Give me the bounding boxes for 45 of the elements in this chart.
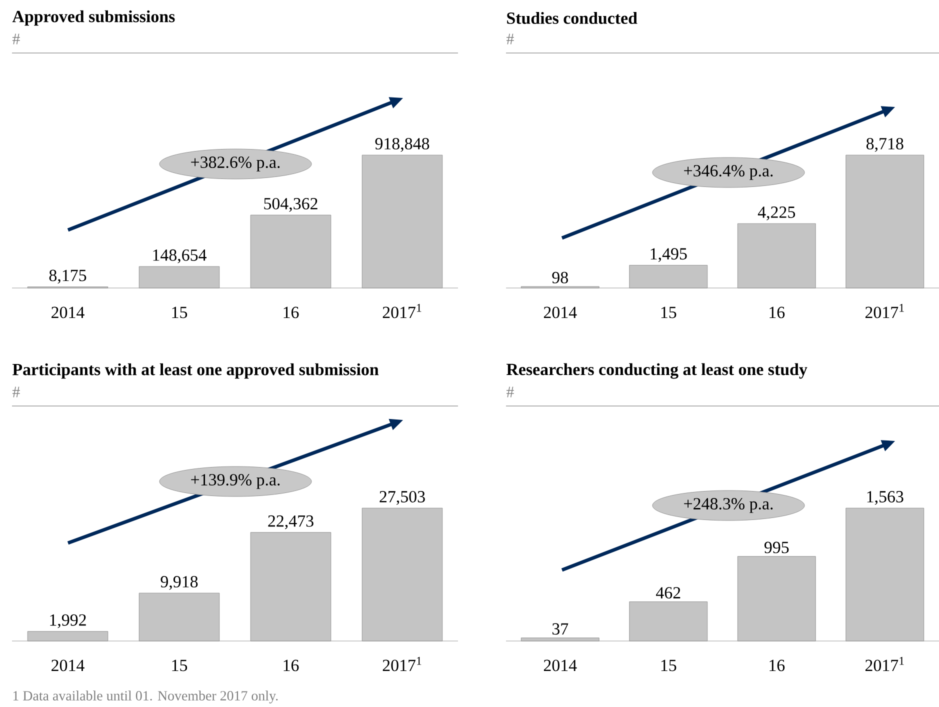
chart-title: Approved submissions <box>12 10 175 26</box>
x-tick-label: 16 <box>284 306 299 318</box>
data-label: 8,718 <box>866 138 904 152</box>
annotation: +382.6% p.a. <box>191 156 280 172</box>
annotation: +346.4% p.a. <box>684 165 773 180</box>
x-tick-label: 16 <box>770 306 785 318</box>
x-tick-label: 2014 <box>52 306 84 318</box>
text: 1 Data available until 01. November 2017 only. <box>13 690 278 704</box>
x-tick-label: 2017$^{1}$ <box>865 304 904 318</box>
data-label: 8,175 <box>49 270 86 284</box>
data-label: 462 <box>656 587 680 599</box>
text: +139.9% p.a. <box>191 474 280 489</box>
data-label: 1,563 <box>867 491 904 505</box>
x-tick-label: 15 <box>661 660 676 672</box>
chart-subtitle: # <box>12 386 20 398</box>
x-tick-label: 2014 <box>52 660 84 672</box>
x-tick-label: 16 <box>284 660 299 672</box>
data-label: 9,918 <box>160 576 198 590</box>
chart-subtitle: # <box>506 34 514 44</box>
annotation: +248.3% p.a. <box>684 498 773 513</box>
chart-subtitle: # <box>12 34 20 44</box>
data-label: 27,503 <box>380 491 425 505</box>
x-tick-label: 2017$^{1}$ <box>865 656 904 672</box>
x-tick-label: 2017$^{1}$ <box>382 304 422 318</box>
data-label: 504,362 <box>264 198 318 212</box>
data-label: 995 <box>764 542 789 554</box>
data-label: 1,992 <box>50 614 86 628</box>
chart-title: Participants with at least one approved submission <box>12 363 379 379</box>
data-label: 22,473 <box>268 515 314 530</box>
chart-title: Studies conducted <box>507 12 638 24</box>
x-tick-label: 2014 <box>544 306 577 318</box>
chart-title: Researchers conducting at least one study <box>506 363 808 379</box>
data-label: 148,654 <box>153 249 207 264</box>
data-label: 98 <box>552 272 568 284</box>
data-label: 918,848 <box>375 138 430 152</box>
x-tick-label: 15 <box>661 306 676 318</box>
x-tick-label: 2017$^{1}$ <box>382 656 422 672</box>
chart-subtitle: # <box>506 386 514 398</box>
x-tick-label: 2014 <box>544 660 577 672</box>
data-label: 4,225 <box>758 206 796 220</box>
x-tick-label: 16 <box>770 660 785 672</box>
x-tick-label: 15 <box>172 306 188 318</box>
data-label: 1,495 <box>650 248 687 262</box>
data-label: 37 <box>552 623 568 635</box>
x-tick-label: 15 <box>172 660 188 672</box>
